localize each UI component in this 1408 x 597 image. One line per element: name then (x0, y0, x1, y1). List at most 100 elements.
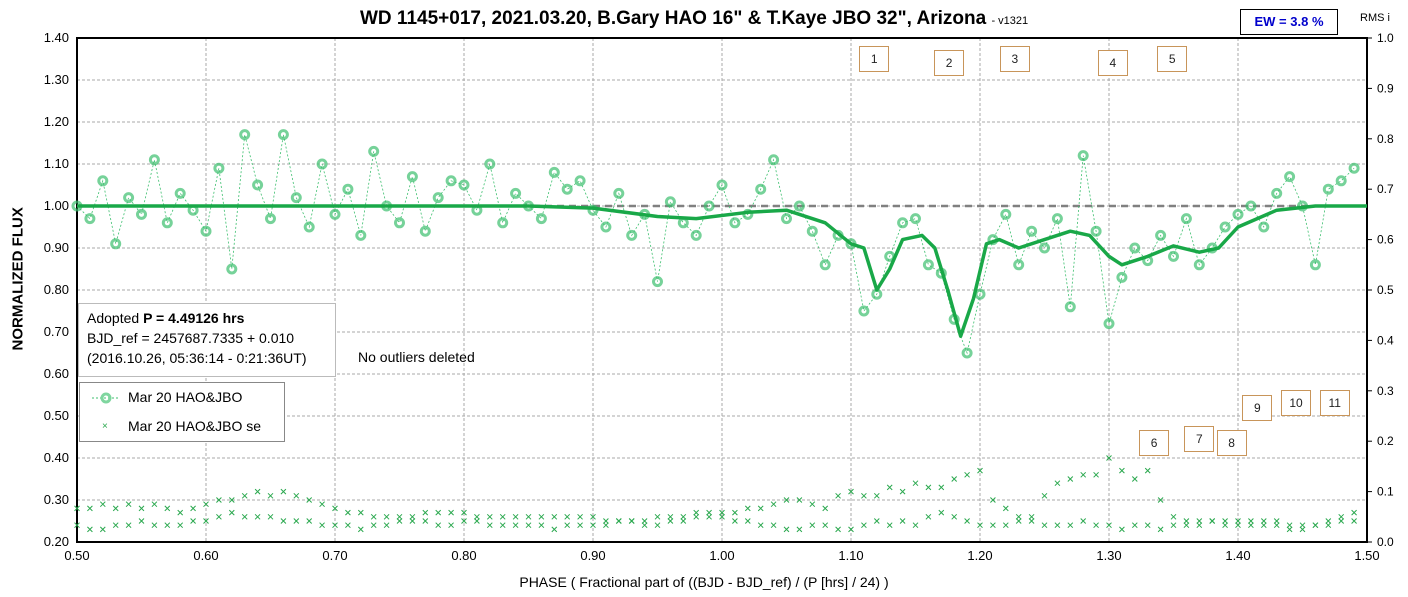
se-point (267, 492, 274, 499)
se-point (1260, 522, 1267, 529)
se-point (164, 505, 171, 512)
se-point (951, 476, 958, 482)
se-point (809, 501, 816, 508)
y-tick-label: 0.20 (44, 534, 69, 549)
se-point (486, 522, 493, 529)
flux-point (316, 158, 328, 170)
flux-point (148, 154, 160, 166)
se-point (628, 518, 635, 524)
se-point (74, 505, 80, 512)
se-point (383, 513, 390, 520)
flux-point (136, 208, 147, 220)
flux-point (303, 221, 315, 233)
se-point (1273, 518, 1280, 524)
se-point (912, 522, 919, 529)
se-point (190, 505, 196, 512)
se-point (964, 471, 970, 478)
flux-point (600, 221, 612, 233)
se-point (551, 526, 558, 533)
flux-point (445, 175, 457, 187)
flux-point (561, 183, 573, 195)
se-point (1312, 522, 1319, 529)
se-point (641, 522, 648, 529)
se-point (757, 505, 764, 512)
se-point (1248, 518, 1254, 524)
flux-point (1219, 221, 1231, 233)
se-point (1325, 518, 1332, 524)
se-point (1106, 455, 1112, 461)
flux-point (1245, 200, 1257, 212)
se-point (822, 522, 829, 529)
se-point (1338, 518, 1345, 524)
se-point (87, 505, 93, 512)
flux-point (755, 183, 767, 195)
se-point (203, 501, 209, 508)
event-marker-6: 6 (1139, 430, 1170, 457)
flux-point (910, 213, 921, 225)
se-point (1144, 522, 1151, 529)
flux-connector (76, 134, 1355, 355)
se-point (1299, 522, 1306, 529)
flux-point (239, 129, 251, 141)
se-point (474, 518, 480, 524)
flux-point (1258, 221, 1270, 233)
y2-tick-label: 0.7 (1377, 182, 1394, 196)
y-tick-label: 1.20 (44, 114, 69, 129)
flux-point (394, 217, 405, 229)
flux-point (1168, 250, 1179, 262)
se-point (1273, 522, 1280, 529)
flux-point (703, 200, 715, 212)
se-point (757, 522, 764, 529)
se-point (603, 518, 609, 524)
se-point (241, 492, 248, 499)
se-point (138, 518, 145, 524)
se-point (925, 513, 932, 520)
se-point (783, 526, 790, 533)
se-point (1351, 509, 1357, 516)
se-point (370, 522, 377, 529)
se-point (228, 497, 235, 503)
flux-point (858, 305, 870, 317)
se-point (1131, 522, 1138, 529)
se-point (835, 526, 841, 533)
se-point (216, 497, 222, 503)
se-point (435, 522, 442, 529)
se-point (461, 509, 467, 516)
se-point (1222, 522, 1228, 529)
plot-frame (76, 37, 1368, 543)
title-text: WD 1145+017, 2021.03.20, B.Gary HAO 16" … (360, 8, 987, 29)
info-period: P = 4.49126 hrs (143, 310, 245, 326)
y-tick-label: 0.80 (44, 282, 69, 297)
se-point (1286, 522, 1293, 529)
flux-point (1335, 175, 1347, 187)
se-point (74, 522, 80, 529)
se-point (474, 513, 480, 520)
x-tick-label: 0.70 (322, 548, 347, 563)
se-point (538, 522, 545, 529)
y-tick-label: 0.70 (44, 324, 69, 339)
se-point (1067, 476, 1074, 482)
se-point (693, 509, 700, 516)
flux-point (897, 217, 909, 229)
y-tick-label: 1.40 (44, 30, 69, 45)
legend: × Mar 20 HAO&JBO Mar 20 HAO&JBO se (79, 382, 285, 442)
flux-point (1322, 183, 1334, 195)
se-point (938, 484, 945, 491)
se-point (680, 518, 687, 524)
se-point (796, 497, 803, 503)
se-point (1002, 505, 1009, 512)
se-point (964, 518, 970, 524)
flux-point (1090, 225, 1102, 237)
flux-point (368, 145, 380, 157)
se-point (293, 518, 300, 524)
flux-point (1155, 229, 1167, 241)
se-point (409, 518, 416, 524)
se-point (280, 488, 287, 495)
se-point (332, 522, 338, 529)
x-tick-label: 1.30 (1096, 548, 1121, 563)
se-point (899, 518, 906, 524)
se-point (370, 513, 377, 520)
se-point (1041, 492, 1048, 499)
se-point (254, 513, 261, 520)
flux-point (1077, 150, 1089, 162)
